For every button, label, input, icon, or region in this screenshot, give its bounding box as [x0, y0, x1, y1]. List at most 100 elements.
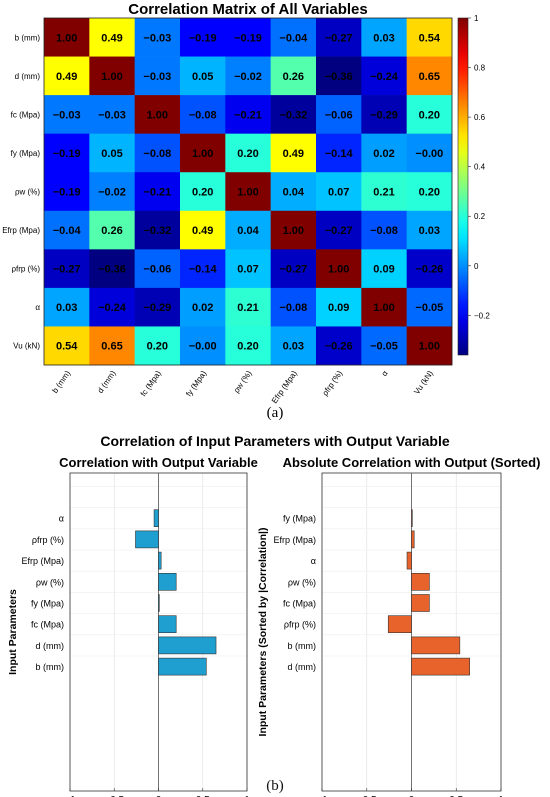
heatmap-cell-label: −0.08: [370, 225, 398, 237]
category-label: α: [59, 514, 64, 524]
heatmap-cell-label: −0.06: [143, 264, 171, 276]
heatmap-row-label: ρw (%): [15, 188, 40, 197]
heatmap-cell: [361, 287, 407, 327]
heatmap-cell-label: −0.29: [370, 109, 398, 121]
heatmap-cell: [406, 287, 453, 327]
heatmap-cell-label: −0.08: [279, 302, 307, 314]
heatmap-cell: [180, 210, 226, 250]
heatmap-cell-label: 0.20: [419, 109, 440, 121]
category-label: fc (Mpa): [283, 599, 316, 609]
heatmap-cell: [270, 210, 317, 250]
heatmap-col-label: ρfrp (%): [321, 369, 345, 398]
heatmap-cell: [361, 249, 407, 289]
heatmap-cell-label: 0.09: [328, 302, 349, 314]
category-label: ρfrp (%): [284, 620, 316, 630]
heatmap-cell-label: 1.00: [419, 341, 440, 353]
heatmap-cell-label: −0.14: [325, 148, 354, 160]
heatmap-cell-label: 1.00: [192, 148, 213, 160]
bar: [135, 530, 159, 549]
heatmap-cell: [44, 172, 90, 212]
heatmap-cell: [316, 249, 362, 289]
heatmap-cell-label: −0.19: [234, 32, 262, 44]
heatmap-cell-label: −0.26: [415, 264, 443, 276]
bar: [411, 572, 430, 591]
category-label: ρfrp (%): [32, 535, 64, 545]
heatmap-cell: [270, 287, 317, 327]
bar: [411, 657, 470, 676]
heatmap-cell: [134, 172, 181, 212]
heatmap-cell-label: 0.20: [237, 341, 258, 353]
heatmap-cell: [406, 326, 453, 366]
bar-chart-right: d (mm) b (mm) ρfrp (%) fc (Mpa) ρw (%) α Efrp …: [257, 455, 540, 797]
heatmap-cell-label: 0.26: [101, 225, 122, 237]
bar: [158, 615, 177, 634]
heatmap-cell: [89, 56, 135, 96]
heatmap-frame: [43, 17, 453, 366]
heatmap-cell-label: −0.04: [53, 225, 82, 237]
heatmap-cell-label: −0.03: [143, 71, 171, 83]
x-tick-label: 0.5: [449, 795, 463, 797]
heatmap-cell-label: 0.20: [147, 341, 168, 353]
bar: [158, 657, 207, 676]
heatmap-cell-label: 0.07: [237, 264, 258, 276]
heatmap-row-label: fy (Mpa): [11, 149, 41, 158]
heatmap-row-label: b (mm): [15, 33, 41, 42]
bar-suptitle: Correlation of Input Parameters with Out…: [100, 433, 449, 449]
category-label: ρw (%): [36, 577, 64, 587]
heatmap-cell-label: 0.49: [101, 32, 122, 44]
heatmap-cell-label: −0.04: [279, 32, 308, 44]
heatmap-cell: [134, 287, 181, 327]
heatmap-cell: [225, 95, 271, 134]
heatmap-cell-label: 0.26: [283, 71, 304, 83]
heatmap-cell-label: 0.54: [419, 32, 441, 44]
heatmap-cell-label: −0.36: [325, 71, 353, 83]
heatmap-cell: [180, 18, 226, 57]
heatmap-col-label: b (mm): [50, 369, 72, 395]
heatmap-cell-label: −0.27: [279, 264, 307, 276]
category-label: fy (Mpa): [31, 599, 64, 609]
heatmap-cell-label: 0.49: [192, 225, 213, 237]
heatmap-cell-label: −0.24: [98, 302, 127, 314]
heatmap-cell: [316, 95, 362, 134]
x-tick-label: −1: [316, 795, 328, 797]
colorbar: 1 0.8 0.6 0.4 0.2 0 −0.2: [457, 14, 490, 356]
x-tick-label: 1: [244, 795, 250, 797]
heatmap-cell: [316, 56, 362, 96]
heatmap-cell: [406, 56, 453, 96]
heatmap-cell: [89, 133, 135, 173]
heatmap-cell-label: −0.03: [143, 32, 171, 44]
heatmap-cell-label: 0.04: [283, 187, 305, 199]
heatmap-cell: [180, 95, 226, 134]
bar: [387, 615, 412, 634]
x-tick-label: −0.5: [104, 795, 124, 797]
heatmap-cell-label: −0.27: [325, 225, 353, 237]
heatmap-cell: [361, 210, 407, 250]
heatmap-cell-label: −0.00: [189, 341, 217, 353]
heatmap-cell: [180, 133, 226, 173]
heatmap-cell-label: 0.03: [56, 302, 77, 314]
heatmap-row-label: fc (Mpa): [11, 110, 41, 119]
heatmap-cell: [270, 95, 317, 134]
heatmap-cell: [225, 18, 271, 57]
heatmap-cell-label: −0.06: [325, 109, 353, 121]
heatmap-cell-label: 0.03: [283, 341, 304, 353]
heatmap-cell-label: 1.00: [373, 302, 394, 314]
heatmap-cell-label: −0.32: [143, 225, 171, 237]
category-label: b (mm): [36, 662, 65, 672]
heatmap-cell-label: −0.24: [370, 71, 399, 83]
heatmap-cell-label: −0.19: [189, 32, 217, 44]
heatmap-cell: [270, 56, 317, 96]
heatmap-cell: [134, 326, 181, 366]
heatmap-cell: [270, 18, 317, 57]
heatmap-cell: [316, 133, 362, 173]
caption-b: (b): [266, 778, 284, 794]
heatmap-cell-label: 0.20: [419, 187, 440, 199]
heatmap-row-label: Vu (kN): [13, 342, 40, 351]
category-label: Efrp (Mpa): [21, 556, 64, 566]
heatmap-cell: [225, 210, 271, 250]
heatmap-cell: [134, 133, 181, 173]
category-label: ρw (%): [288, 577, 316, 587]
heatmap-cell-label: −0.05: [415, 302, 443, 314]
colorbar-tick-label: −0.2: [474, 311, 490, 320]
heatmap-cell: [180, 326, 226, 366]
